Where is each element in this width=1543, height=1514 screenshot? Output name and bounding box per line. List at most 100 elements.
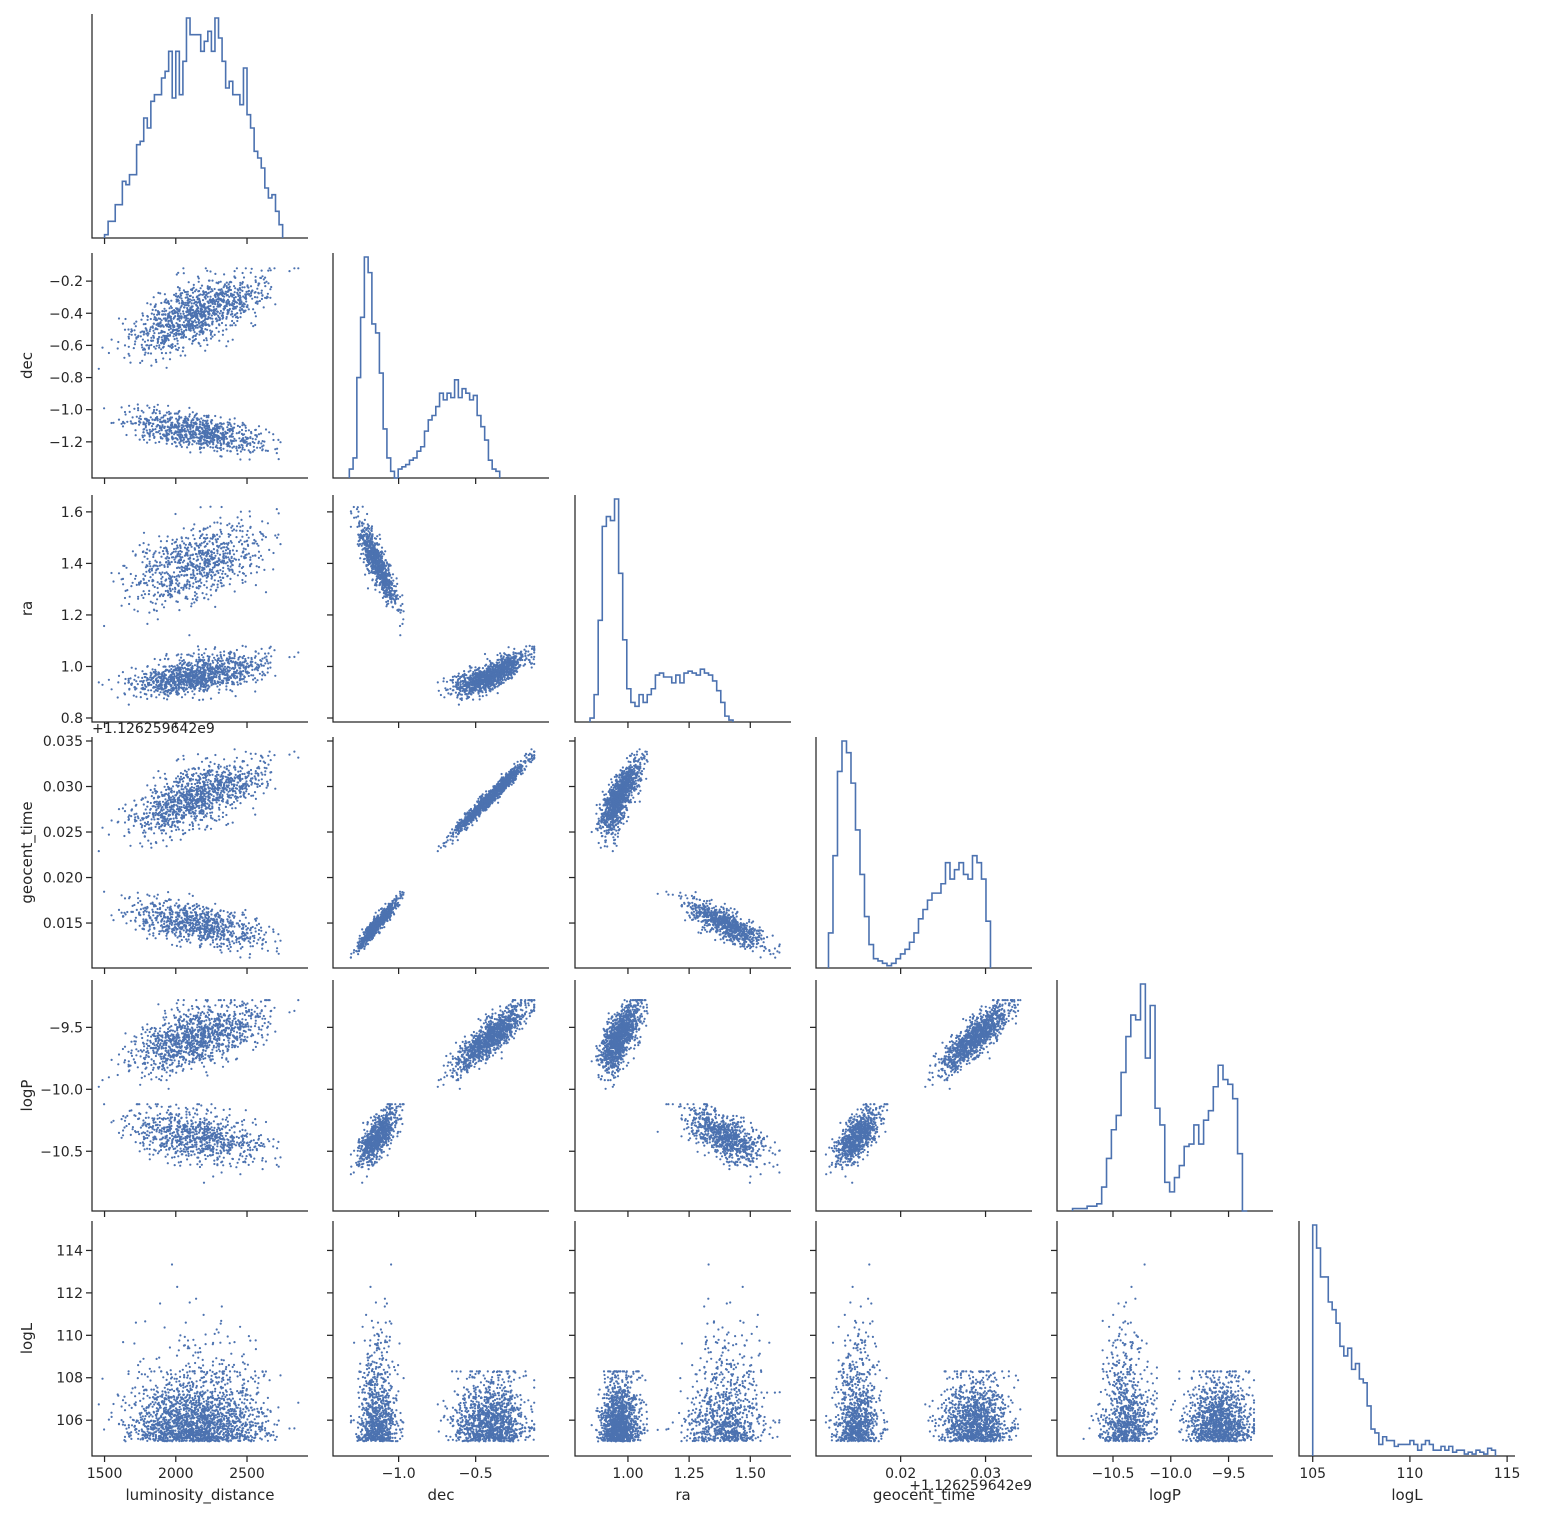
scatter-point [205,298,207,300]
scatter-point [225,549,227,551]
scatter-point [146,666,148,668]
scatter-point [176,298,178,300]
scatter-point [212,583,214,585]
scatter-point [214,676,216,678]
scatter-point [213,522,215,524]
scatter-point [264,297,266,299]
scatter-point [156,328,158,330]
scatter-point [192,569,194,571]
scatter-point [255,584,257,586]
scatter-point [128,603,130,605]
scatter-point [199,555,201,557]
scatter-point [191,670,193,672]
scatter-point [179,553,181,555]
scatter-point [236,676,238,678]
scatter-point [199,537,201,539]
scatter-point [216,427,218,429]
scatter-point [197,327,199,329]
scatter-point [245,300,247,302]
scatter-point [178,576,180,578]
scatter-point [186,315,188,317]
scatter-point [220,582,222,584]
scatter-point [484,665,486,667]
scatter-point [216,305,218,307]
scatter-point [205,432,207,434]
scatter-point [152,340,154,342]
scatter-point [180,587,182,589]
scatter-point [124,597,126,599]
scatter-point [203,567,205,569]
scatter-point [98,368,100,370]
scatter-point [135,680,137,682]
scatter-point [168,329,170,331]
scatter-point [254,677,256,679]
scatter-point [184,302,186,304]
scatter-point [101,684,103,686]
scatter-point [216,447,218,449]
scatter-point [272,439,274,441]
scatter-point [399,596,401,598]
scatter-point [228,287,230,289]
scatter-point [149,565,151,567]
scatter-point [211,558,213,560]
scatter-point [201,654,203,656]
scatter-point [203,529,205,531]
scatter-point [261,678,263,680]
scatter-point [157,404,159,406]
scatter-point [189,413,191,415]
scatter-point [218,340,220,342]
scatter-point [201,436,203,438]
scatter-point [146,584,148,586]
scatter-point [127,682,129,684]
scatter-point [219,651,221,653]
scatter-point [201,308,203,310]
scatter-point [166,549,168,551]
scatter-point [212,571,214,573]
scatter-point [233,652,235,654]
scatter-point [138,424,140,426]
scatter-point [376,535,378,537]
scatter-point [203,584,205,586]
scatter-point [148,544,150,546]
scatter-point [265,591,267,593]
scatter-point [248,293,250,295]
scatter-point [194,313,196,315]
scatter-point [192,586,194,588]
scatter-point [190,323,192,325]
scatter-point [199,543,201,545]
scatter-point [179,296,181,298]
scatter-point [206,543,208,545]
scatter-point [211,430,213,432]
scatter-point [135,687,137,689]
scatter-point [142,597,144,599]
scatter-point [235,296,237,298]
scatter-point [158,673,160,675]
scatter-point [218,689,220,691]
scatter-point [122,421,124,423]
scatter-point [228,428,230,430]
scatter-point [196,314,198,316]
scatter-point [269,297,271,299]
scatter-point [200,557,202,559]
scatter-point [251,669,253,671]
scatter-point [194,664,196,666]
scatter-point [240,511,242,513]
scatter-point [181,568,183,570]
scatter-point [237,288,239,290]
scatter-point [530,656,532,658]
scatter-point [163,343,165,345]
scatter-point [158,685,160,687]
scatter-point [209,330,211,332]
scatter-point [190,687,192,689]
scatter-point [206,663,208,665]
scatter-point [193,687,195,689]
scatter-point [264,285,266,287]
scatter-point [184,667,186,669]
scatter-point [171,561,173,563]
scatter-point [181,540,183,542]
scatter-point [212,312,214,314]
scatter-point [245,575,247,577]
scatter-point [243,442,245,444]
scatter-point [205,648,207,650]
scatter-point [122,583,124,585]
